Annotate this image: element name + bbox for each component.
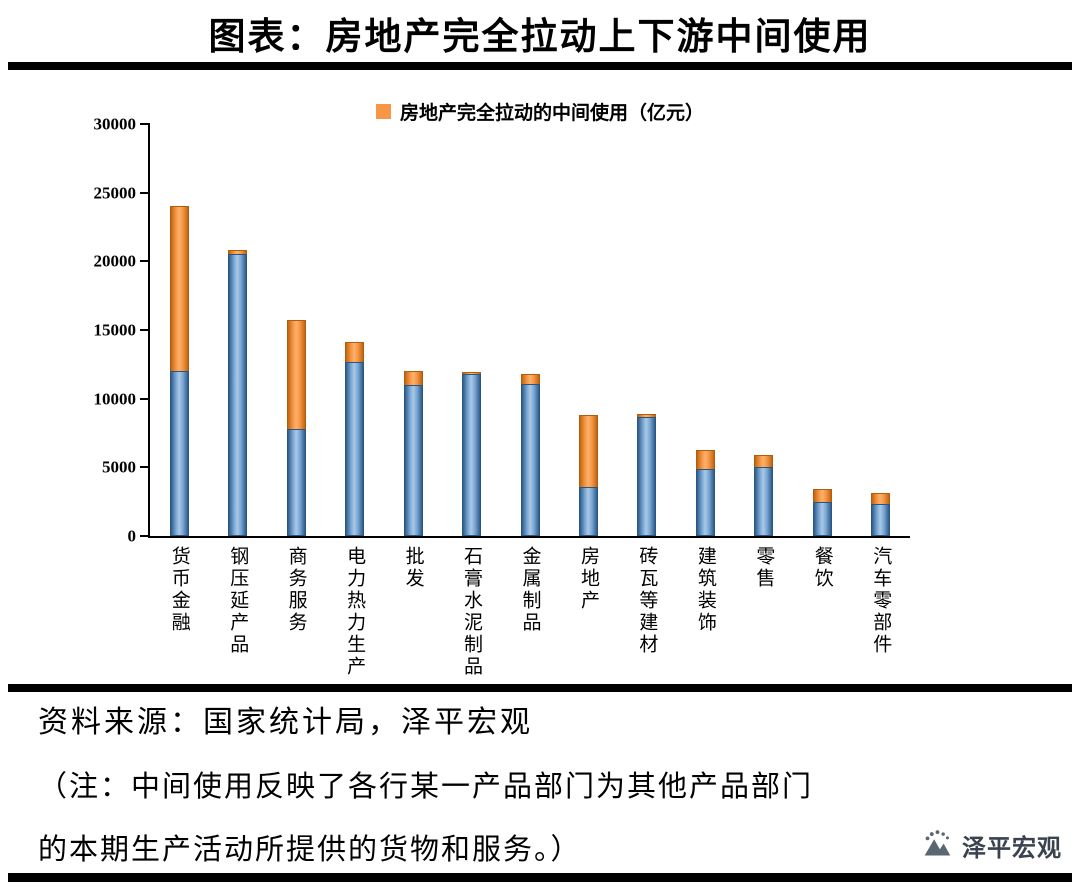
y-tick-label: 0 (127, 526, 137, 546)
x-axis-label-7: 金属制品 (519, 546, 542, 634)
bar-5 (403, 124, 423, 536)
note-line-1: （注：中间使用反映了各行某一产品部门为其他产品部门 (38, 769, 814, 803)
x-axis-label-11: 零售 (753, 546, 776, 590)
bar-segment-blue (403, 384, 423, 536)
bar-segment-orange (520, 373, 540, 384)
y-tick-mark (140, 329, 150, 331)
legend-label: 房地产完全拉动的中间使用（亿元） (399, 102, 704, 124)
y-tick-label: 5000 (102, 457, 136, 477)
legend: 房地产完全拉动的中间使用（亿元） (0, 98, 1080, 125)
bar-6 (462, 124, 482, 536)
plot-wrap: 0 5000 10000 15000 20000 25000 30000 货币金融 钢压延产品 商… (94, 116, 910, 678)
bar-segment-orange (228, 250, 248, 255)
bar-segment-orange (871, 493, 891, 505)
bar-segment-orange (345, 342, 365, 362)
zeping-logo: 泽平宏观 (918, 826, 1062, 864)
x-axis-label-9: 砖瓦等建材 (636, 546, 659, 656)
bar-segment-blue (578, 486, 598, 536)
y-tick-mark (140, 191, 150, 194)
y-tick-mark (140, 535, 150, 537)
legend-swatch-orange (375, 104, 391, 119)
bar-segment-orange (462, 371, 482, 374)
bar-segment-blue (871, 504, 891, 536)
x-axis-label-3: 商务服务 (285, 546, 308, 634)
bar-13 (871, 124, 891, 536)
bar-1 (169, 124, 189, 536)
y-tick-label: 20000 (93, 251, 137, 271)
bar-7 (520, 124, 540, 536)
bar-segment-orange (637, 414, 657, 417)
bar-segment-orange (812, 489, 832, 502)
bar-segment-blue (812, 501, 832, 536)
bar-segment-blue (520, 383, 540, 536)
divider-bottom (8, 873, 1072, 882)
x-axis-label-10: 建筑装饰 (694, 546, 717, 634)
bar-segment-orange (403, 371, 423, 385)
bar-2 (228, 124, 248, 536)
x-axis-label-2: 钢压延产品 (227, 546, 250, 656)
bar-segment-orange (578, 415, 598, 487)
bar-12 (812, 124, 832, 536)
zeping-logo-text: 泽平宏观 (962, 833, 1062, 862)
bar-4 (345, 124, 365, 536)
x-axis-label-8: 房地产 (577, 546, 600, 612)
y-tick-mark (140, 397, 150, 400)
x-axis-label-4: 电力热力生产 (344, 546, 367, 678)
bar-segment-orange (695, 449, 715, 469)
x-axis-label-1: 货币金融 (168, 546, 191, 634)
x-axis-label-6: 石膏水泥制品 (461, 546, 484, 678)
source-text: 资料来源：国家统计局，泽平宏观 (38, 705, 533, 740)
bar-segment-orange (286, 320, 306, 429)
y-tick-label: 10000 (93, 389, 137, 409)
x-axis-label-13: 汽车零部件 (870, 546, 893, 656)
y-tick-label: 15000 (93, 320, 137, 340)
note-line-2: 的本期生产活动所提供的货物和服务。） (38, 832, 582, 866)
bar-11 (754, 124, 774, 536)
bar-9 (637, 124, 657, 536)
bar-segment-orange (754, 454, 774, 468)
bar-3 (286, 124, 306, 536)
bar-10 (695, 124, 715, 536)
bar-segment-blue (169, 371, 189, 536)
bar-segment-blue (286, 428, 306, 536)
bar-segment-orange (169, 206, 189, 372)
bar-8 (578, 124, 598, 536)
divider-middle (8, 684, 1072, 692)
y-tick-mark (140, 260, 150, 263)
y-tick-label: 30000 (93, 114, 137, 134)
x-axis-label-5: 批发 (402, 546, 425, 590)
y-tick-mark (140, 123, 150, 125)
bar-segment-blue (695, 468, 715, 536)
y-tick-mark (140, 466, 150, 469)
plot-area: 0 5000 10000 15000 20000 25000 30000 货币金融 钢压延产品 商… (94, 116, 910, 678)
bar-segment-blue (228, 254, 248, 536)
chart-title: 图表：房地产完全拉动上下游中间使用 (208, 14, 872, 58)
bar-segment-blue (462, 373, 482, 536)
x-axis-label-12: 餐饮 (811, 546, 834, 590)
bar-segment-blue (345, 361, 365, 536)
bar-segment-blue (754, 467, 774, 536)
zeping-logo-icon (924, 830, 951, 856)
bar-segment-blue (637, 416, 657, 536)
y-tick-label: 25000 (93, 183, 137, 203)
divider-top (8, 62, 1072, 70)
